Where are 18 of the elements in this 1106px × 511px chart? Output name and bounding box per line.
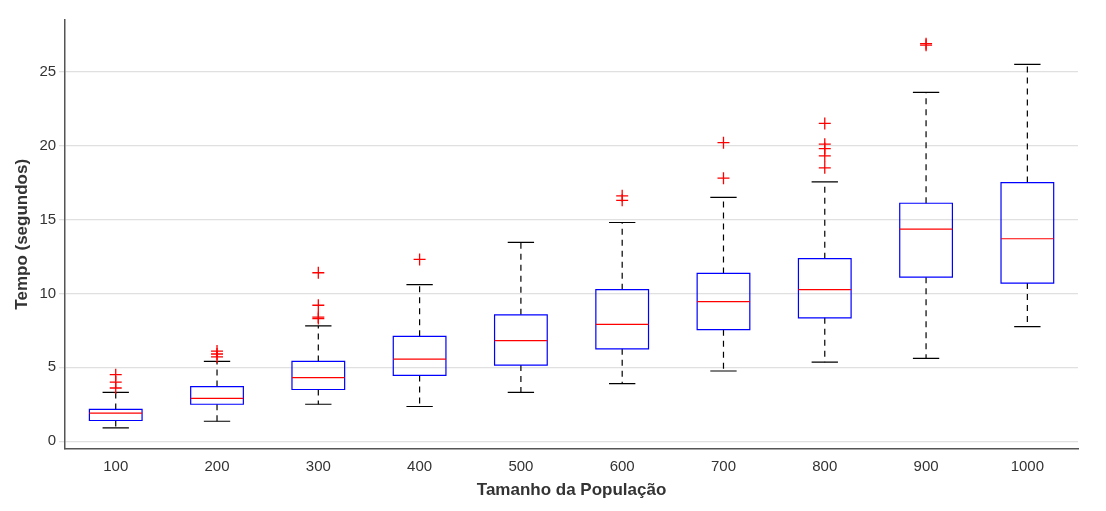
y-tick-label: 25 (39, 61, 57, 79)
x-tick-label: 400 (407, 456, 433, 474)
y-tick-label: 5 (47, 357, 57, 375)
y-tick-label: 0 (47, 431, 57, 449)
x-axis-title: Tamanho da População (476, 480, 667, 500)
x-tick-label: 700 (710, 456, 736, 474)
x-tick-label: 500 (508, 456, 534, 474)
y-axis-title: Tempo (segundos) (11, 158, 31, 310)
y-tick-label: 10 (39, 283, 57, 301)
x-tick-label: 800 (812, 456, 838, 474)
x-tick-label: 900 (913, 456, 939, 474)
x-tick-label: 600 (609, 456, 635, 474)
y-tick-label: 20 (39, 135, 57, 153)
x-tick-label: 1000 (1010, 456, 1045, 474)
x-tick-label: 100 (103, 456, 129, 474)
x-tick-label: 300 (305, 456, 331, 474)
x-tick-label: 200 (204, 456, 230, 474)
y-tick-label: 15 (39, 209, 57, 227)
